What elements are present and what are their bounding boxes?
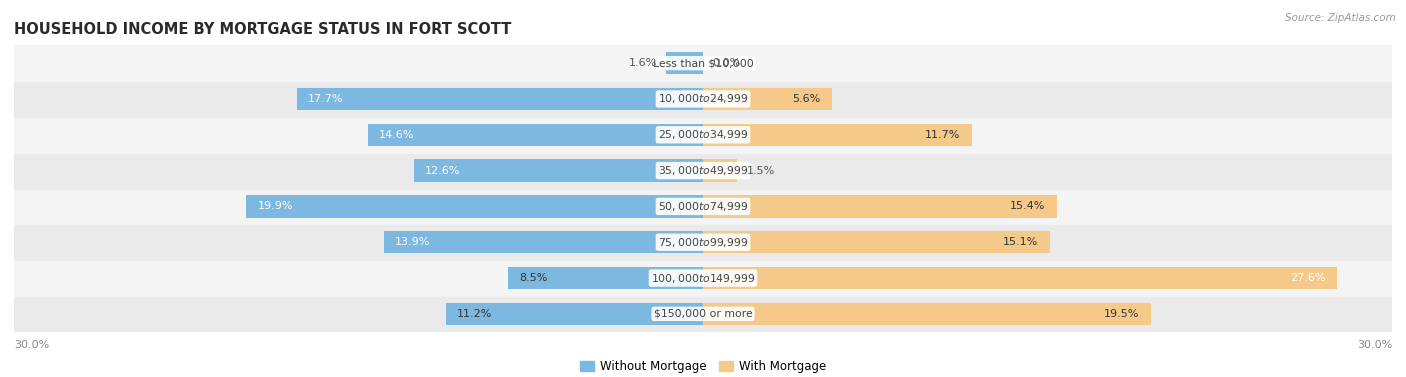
Bar <box>703 231 1050 253</box>
Text: 15.1%: 15.1% <box>1002 237 1038 247</box>
Bar <box>14 224 1392 260</box>
Bar <box>508 267 703 289</box>
Text: 5.6%: 5.6% <box>792 94 820 104</box>
Legend: Without Mortgage, With Mortgage: Without Mortgage, With Mortgage <box>575 355 831 377</box>
Text: Less than $10,000: Less than $10,000 <box>652 58 754 68</box>
Text: 8.5%: 8.5% <box>519 273 548 283</box>
Text: 1.6%: 1.6% <box>628 58 657 68</box>
Bar <box>384 231 703 253</box>
Text: $150,000 or more: $150,000 or more <box>654 309 752 319</box>
Bar <box>14 81 1392 117</box>
Text: 0.0%: 0.0% <box>713 58 741 68</box>
Bar <box>666 52 703 74</box>
Text: $75,000 to $99,999: $75,000 to $99,999 <box>658 236 748 249</box>
Bar <box>368 124 703 146</box>
Bar <box>703 267 1337 289</box>
Text: 1.5%: 1.5% <box>747 166 775 176</box>
Text: 14.6%: 14.6% <box>380 130 415 140</box>
Bar <box>14 45 1392 81</box>
Text: 12.6%: 12.6% <box>425 166 461 176</box>
Bar <box>446 303 703 325</box>
Text: 27.6%: 27.6% <box>1289 273 1326 283</box>
Bar <box>413 159 703 182</box>
Bar <box>246 195 703 218</box>
Text: 19.5%: 19.5% <box>1104 309 1139 319</box>
Bar <box>14 117 1392 153</box>
Bar <box>14 153 1392 188</box>
Text: 11.7%: 11.7% <box>925 130 960 140</box>
Text: 13.9%: 13.9% <box>395 237 430 247</box>
Text: $50,000 to $74,999: $50,000 to $74,999 <box>658 200 748 213</box>
Text: $100,000 to $149,999: $100,000 to $149,999 <box>651 271 755 285</box>
Text: HOUSEHOLD INCOME BY MORTGAGE STATUS IN FORT SCOTT: HOUSEHOLD INCOME BY MORTGAGE STATUS IN F… <box>14 22 512 37</box>
Bar <box>703 303 1152 325</box>
Bar <box>14 296 1392 332</box>
Text: $25,000 to $34,999: $25,000 to $34,999 <box>658 128 748 141</box>
Bar <box>703 124 972 146</box>
Bar <box>703 195 1057 218</box>
Text: Source: ZipAtlas.com: Source: ZipAtlas.com <box>1285 13 1396 23</box>
Text: $35,000 to $49,999: $35,000 to $49,999 <box>658 164 748 177</box>
Text: 30.0%: 30.0% <box>14 340 49 349</box>
Bar <box>703 88 831 110</box>
Bar <box>297 88 703 110</box>
Text: 30.0%: 30.0% <box>1357 340 1392 349</box>
Bar <box>703 159 738 182</box>
Text: 15.4%: 15.4% <box>1010 201 1045 211</box>
Text: $10,000 to $24,999: $10,000 to $24,999 <box>658 92 748 106</box>
Text: 17.7%: 17.7% <box>308 94 343 104</box>
Text: 11.2%: 11.2% <box>457 309 492 319</box>
Text: 19.9%: 19.9% <box>257 201 292 211</box>
Bar <box>14 188 1392 224</box>
Bar <box>14 260 1392 296</box>
